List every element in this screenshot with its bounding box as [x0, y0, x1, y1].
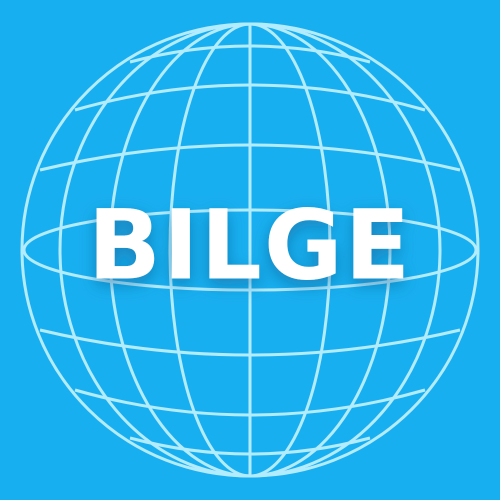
parallel	[74, 83, 426, 112]
parallel	[39, 328, 461, 357]
parallel	[22, 208, 478, 292]
logo-text: BILGE	[88, 189, 412, 301]
parallel	[129, 436, 371, 456]
parallel	[74, 388, 426, 417]
parallel	[39, 143, 461, 172]
parallel	[129, 44, 371, 64]
globe-wireframe	[20, 22, 480, 478]
